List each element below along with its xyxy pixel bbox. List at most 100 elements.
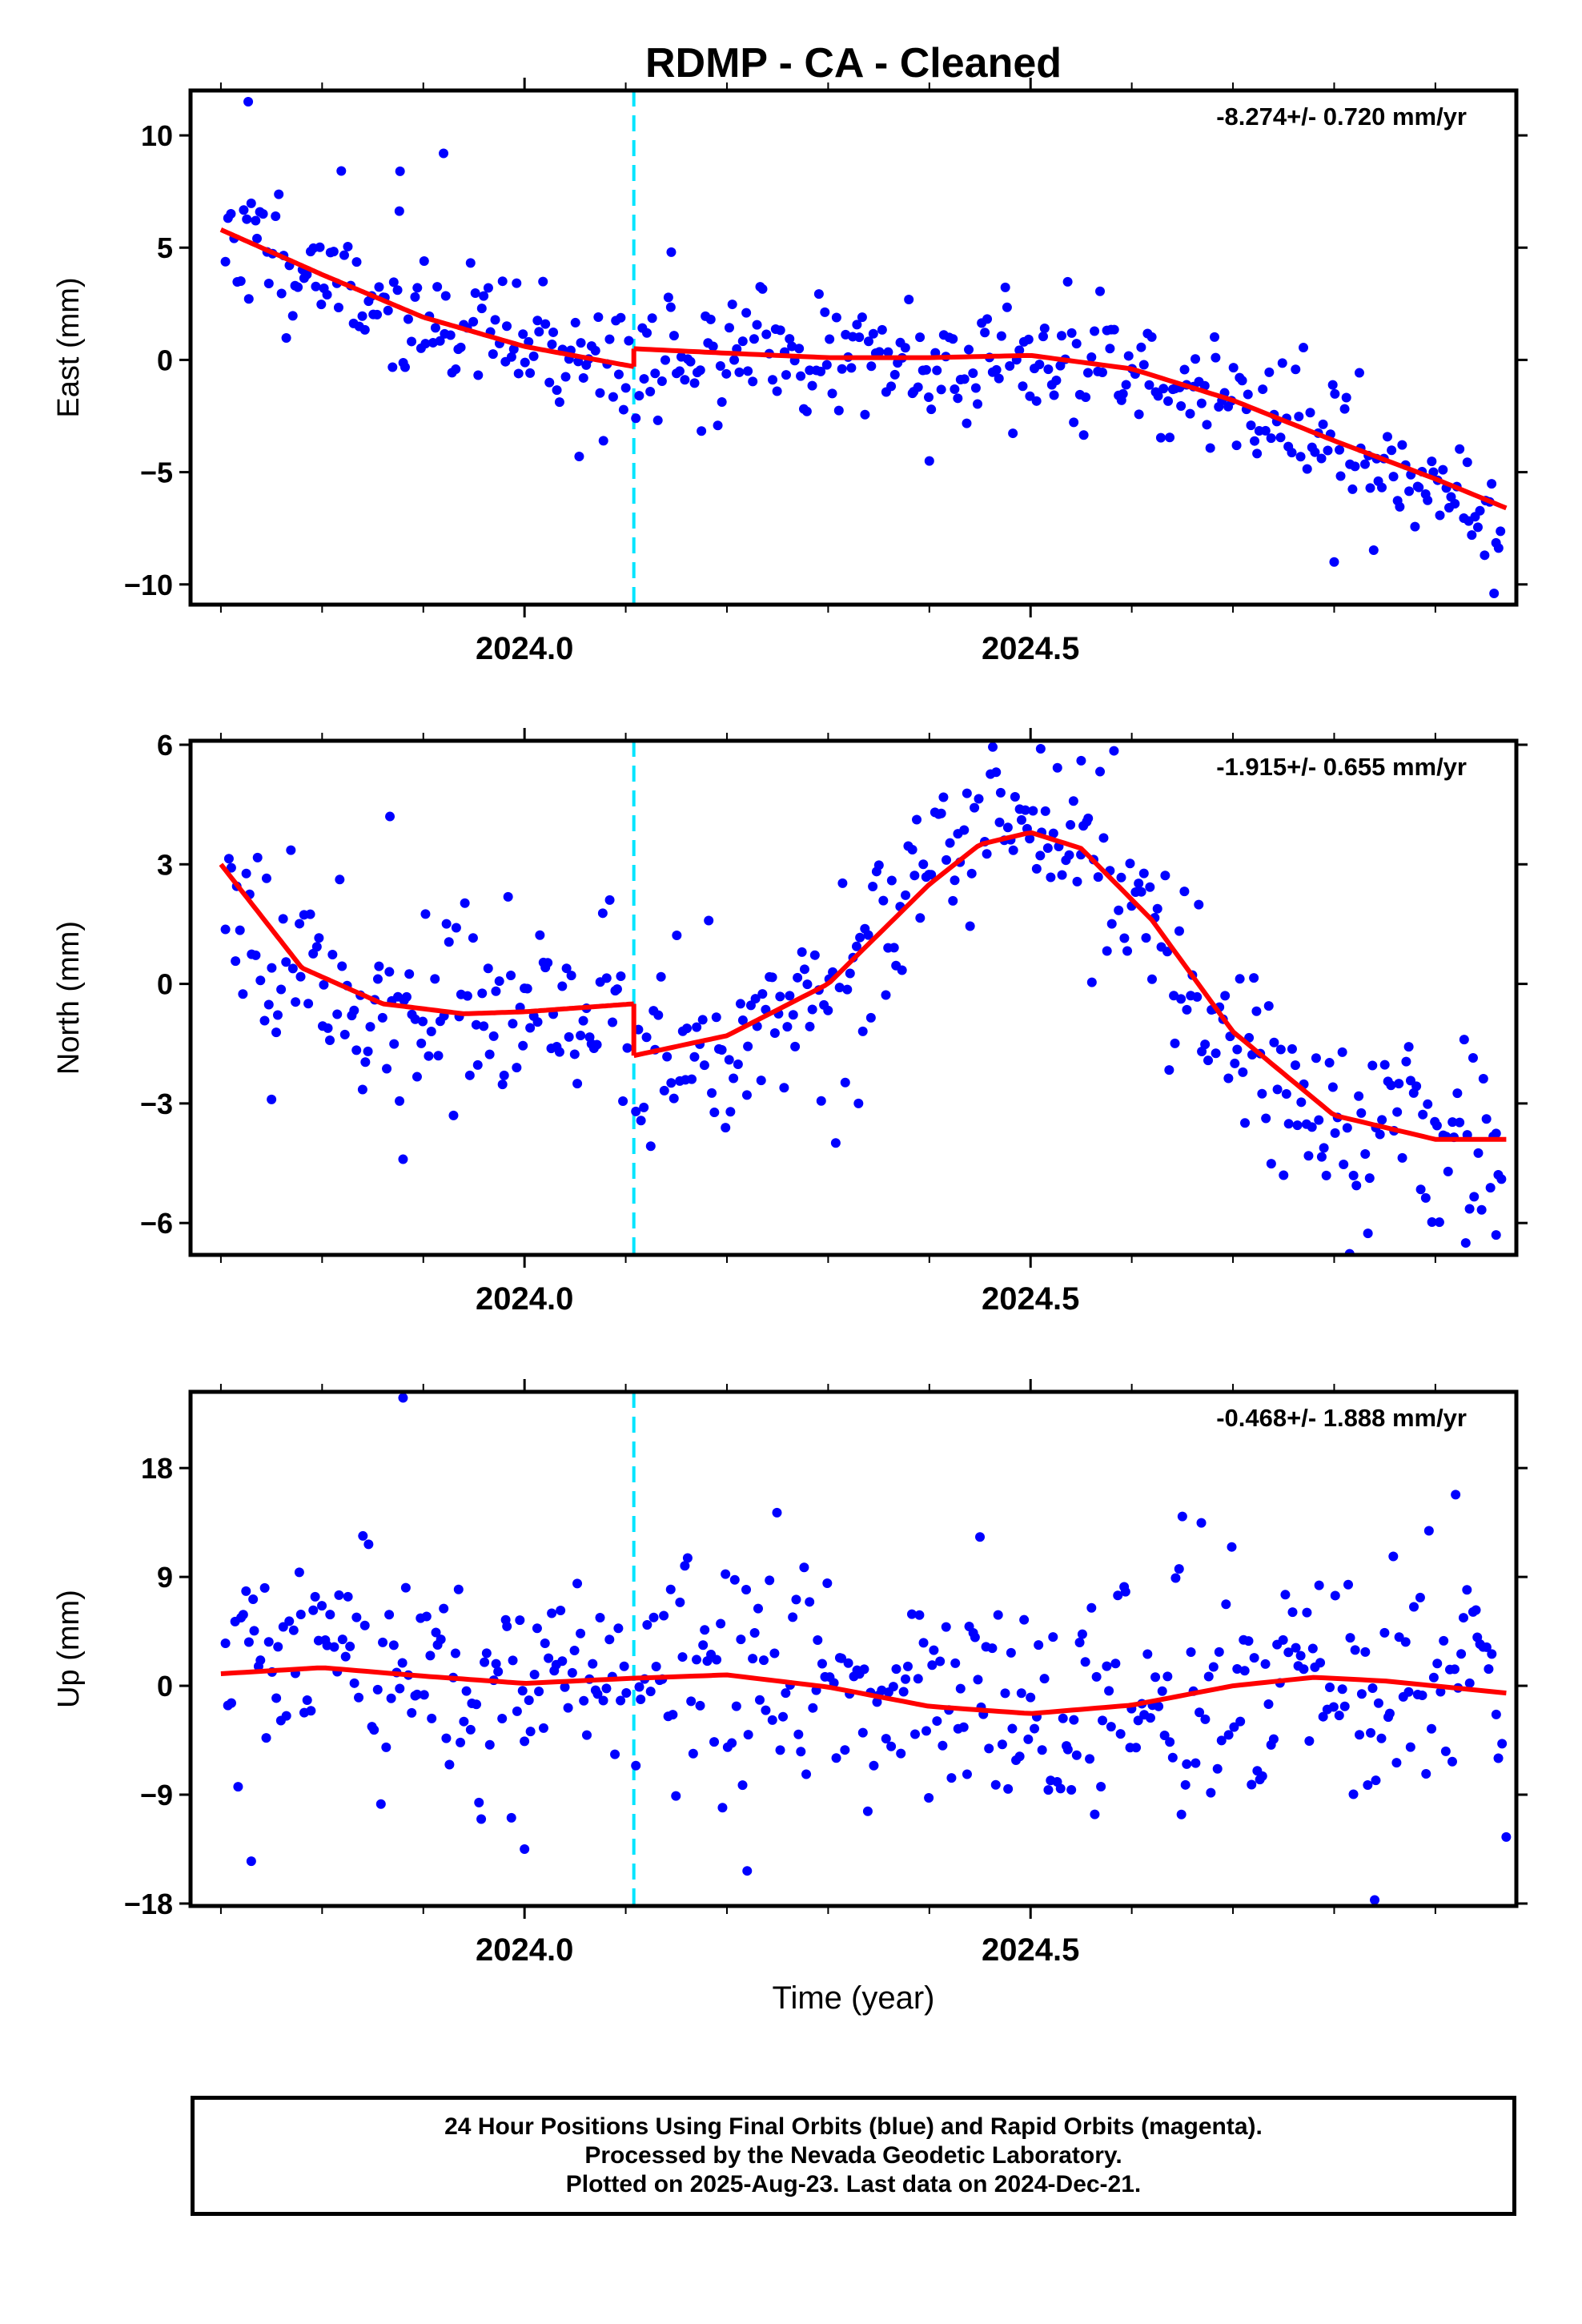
data-point xyxy=(837,878,848,888)
data-point xyxy=(801,406,812,416)
data-point xyxy=(263,999,274,1010)
data-point xyxy=(1152,903,1162,914)
x-axis-label: Time (year) xyxy=(773,1980,935,2016)
data-point xyxy=(302,1695,312,1705)
data-point xyxy=(572,1578,583,1589)
data-point xyxy=(220,924,231,935)
data-point xyxy=(616,1695,626,1706)
data-point xyxy=(652,415,663,425)
data-point xyxy=(817,1659,827,1669)
data-point xyxy=(476,304,487,314)
x-tick-label-up-0: 2024.0 xyxy=(476,1932,573,1968)
data-point xyxy=(665,302,676,312)
data-point xyxy=(752,320,762,330)
data-point xyxy=(1299,1664,1309,1675)
data-point xyxy=(424,1051,434,1061)
data-point xyxy=(1043,364,1054,375)
data-point xyxy=(1434,1217,1444,1228)
data-point xyxy=(680,375,690,385)
data-point xyxy=(982,849,992,859)
data-point xyxy=(1427,1723,1437,1734)
data-point xyxy=(483,283,493,293)
data-point xyxy=(404,969,415,979)
data-point xyxy=(1337,1047,1347,1057)
data-point xyxy=(613,369,624,380)
data-point xyxy=(743,1730,753,1740)
data-point xyxy=(991,767,1002,778)
data-point xyxy=(698,1640,709,1651)
data-point xyxy=(1071,339,1082,349)
data-point xyxy=(604,334,615,344)
data-point xyxy=(1295,452,1306,462)
data-point xyxy=(953,393,963,404)
data-point xyxy=(1235,1716,1246,1727)
data-point xyxy=(243,294,254,304)
data-point xyxy=(1451,1490,1461,1500)
data-point xyxy=(978,730,987,740)
data-point xyxy=(226,208,236,219)
data-point xyxy=(1238,1067,1248,1077)
y-tick-label-up-2: 0 xyxy=(157,1670,173,1703)
data-point xyxy=(570,317,580,328)
data-point xyxy=(1311,1053,1321,1063)
data-point xyxy=(659,1085,669,1096)
data-point xyxy=(1345,1633,1355,1643)
data-point xyxy=(801,1769,812,1779)
data-point xyxy=(688,1748,698,1759)
data-point xyxy=(1384,1708,1395,1719)
data-point xyxy=(1315,1658,1326,1668)
footer-line-1: 24 Hour Positions Using Final Orbits (bl… xyxy=(444,2113,1263,2140)
data-point xyxy=(1272,1084,1283,1095)
data-point xyxy=(1335,471,1346,481)
data-point xyxy=(479,1021,489,1031)
data-point xyxy=(248,1594,259,1604)
data-point xyxy=(902,1661,913,1671)
data-point xyxy=(645,1141,656,1152)
y-tick-label-east-4: 10 xyxy=(141,119,173,152)
data-point xyxy=(547,1608,557,1618)
y-tick-label-east-0: −10 xyxy=(124,569,173,601)
data-point xyxy=(1438,464,1448,475)
data-point xyxy=(1145,1713,1155,1723)
data-point xyxy=(974,794,984,804)
data-point xyxy=(556,1606,566,1616)
data-point xyxy=(473,370,484,380)
data-point xyxy=(650,368,661,379)
data-point xyxy=(569,1049,580,1059)
data-point xyxy=(808,1703,818,1713)
data-point xyxy=(395,166,405,176)
data-point xyxy=(840,1077,850,1088)
data-point xyxy=(1031,396,1042,406)
data-point xyxy=(1113,1590,1123,1601)
data-point xyxy=(1487,1649,1497,1659)
data-point xyxy=(616,312,626,323)
data-point xyxy=(1359,459,1370,469)
data-point xyxy=(430,974,440,984)
data-point xyxy=(335,875,345,885)
data-point xyxy=(1310,447,1320,457)
data-point xyxy=(707,1088,717,1098)
data-point xyxy=(316,300,327,310)
data-point xyxy=(384,1610,395,1620)
data-point xyxy=(1062,276,1073,287)
data-point xyxy=(1010,791,1020,802)
data-point xyxy=(941,1622,951,1632)
data-point xyxy=(1455,444,1465,454)
data-point xyxy=(564,1031,574,1042)
data-point xyxy=(900,343,910,353)
data-point xyxy=(1307,1122,1317,1132)
data-point xyxy=(357,311,367,321)
data-point xyxy=(1460,1238,1471,1248)
data-point xyxy=(901,890,911,900)
data-point xyxy=(1427,456,1437,467)
data-point xyxy=(1220,991,1231,1001)
data-point xyxy=(1028,806,1038,816)
data-point xyxy=(1394,1079,1404,1089)
data-point xyxy=(488,349,498,360)
data-point xyxy=(271,211,281,222)
data-point xyxy=(1261,1113,1271,1124)
data-point xyxy=(525,368,536,378)
data-point xyxy=(669,1093,679,1104)
data-point xyxy=(631,1760,641,1771)
data-point xyxy=(608,1017,618,1027)
